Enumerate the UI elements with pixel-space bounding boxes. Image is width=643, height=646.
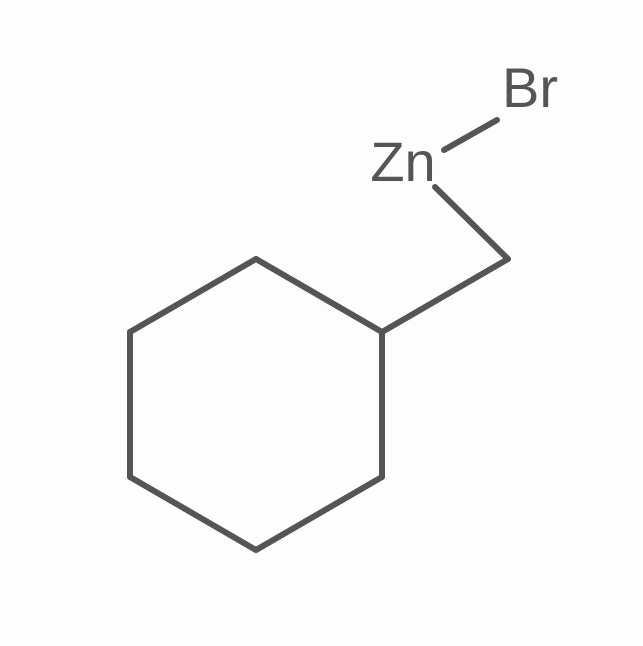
molecule-diagram: Zn Br xyxy=(0,0,643,646)
bond-5 xyxy=(130,259,256,332)
bond-4 xyxy=(256,259,382,332)
bond-7 xyxy=(435,187,508,259)
bond-8 xyxy=(444,120,497,150)
bond-6 xyxy=(382,259,508,332)
bond-2 xyxy=(256,477,382,550)
atom-label-br: Br xyxy=(502,56,558,119)
bond-1 xyxy=(130,477,256,550)
atom-label-zn: Zn xyxy=(370,130,435,193)
